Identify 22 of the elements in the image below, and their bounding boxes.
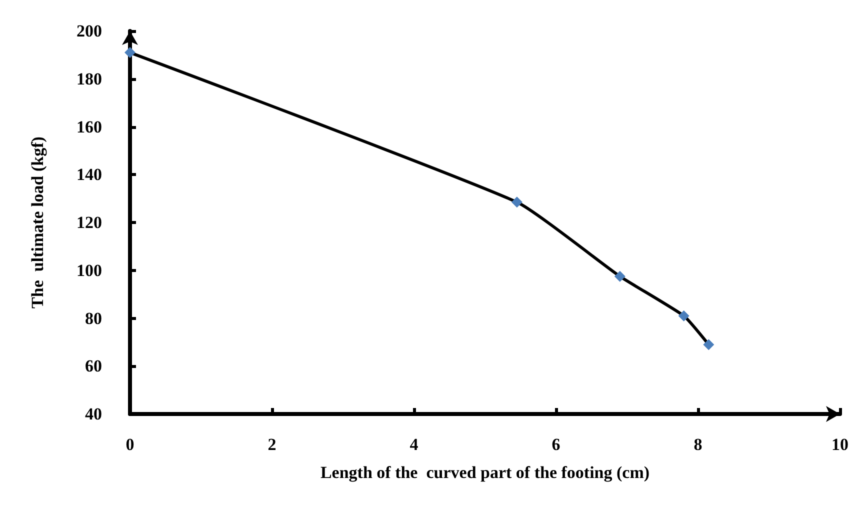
y-tick-label: 40 xyxy=(85,404,102,424)
x-tick-label: 8 xyxy=(694,435,702,454)
point xyxy=(614,270,626,282)
point xyxy=(511,196,522,208)
y-tick-label: 100 xyxy=(76,260,102,280)
x-tick-label: 0 xyxy=(126,435,134,454)
y-tick-label: 180 xyxy=(76,69,102,88)
y-tick-label: 200 xyxy=(76,22,102,40)
x-axis-title: Length of the curved part of the footing (cm) xyxy=(320,463,650,482)
y-tick-label: 60 xyxy=(85,356,102,376)
y-tick-label: 140 xyxy=(76,165,102,184)
x-tick-label: 6 xyxy=(552,435,560,454)
x-tick-label: 10 xyxy=(832,435,848,454)
y-tick-label: 120 xyxy=(76,213,102,232)
point xyxy=(703,339,714,350)
x-tick-label: 2 xyxy=(268,435,276,454)
y-axis-title: The ultimate load (kgf) xyxy=(28,136,47,308)
point xyxy=(678,310,690,322)
x-tick-label: 4 xyxy=(410,435,419,454)
point xyxy=(124,47,136,58)
y-tick-label: 160 xyxy=(76,117,102,136)
y-tick-label: 80 xyxy=(85,308,102,328)
